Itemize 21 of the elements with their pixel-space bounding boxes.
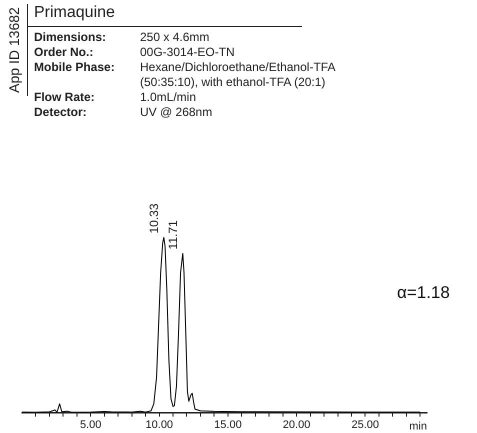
x-tick-label: 20.00: [282, 419, 310, 432]
text: Dimensions:: [34, 30, 108, 45]
text: App ID 13682: [6, 7, 22, 93]
text: UV @ 268nm: [140, 105, 214, 120]
x-tick-label: 15.00: [214, 419, 242, 432]
annotation: 11.71: [166, 220, 180, 250]
text: Mobile Phase:: [34, 60, 116, 76]
annotation: 10.33: [147, 203, 162, 234]
text: Flow Rate:: [34, 90, 96, 105]
x-tick-label: 5.00: [80, 419, 102, 432]
x-tick-label: 10.00: [146, 419, 174, 432]
text: 00G-3014-EO-TN: [140, 45, 236, 60]
text: Order No.:: [34, 45, 94, 60]
x-tick-label: 25.00: [351, 419, 379, 432]
annotation: α=1.18: [397, 283, 450, 303]
x-axis-title: min: [409, 420, 427, 432]
text: Detector:: [34, 105, 88, 120]
text: 250 x 4.6mm: [140, 30, 210, 45]
chart-title: Primaquine: [34, 4, 115, 22]
text: Hexane/Dichloroethane/Ethanol-TFA (50:35:10), with ethanol-TFA (20:1): [140, 60, 336, 90]
text: 1.0mL/min: [140, 90, 198, 105]
